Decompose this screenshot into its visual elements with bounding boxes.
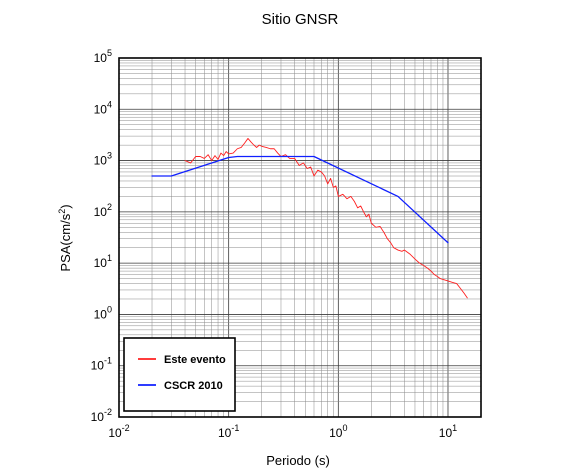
y-axis-label-main: PSA(cm/s	[58, 213, 73, 271]
series-group	[151, 137, 468, 299]
chart-title: Sitio GNSR	[262, 11, 339, 28]
grid	[118, 57, 482, 418]
y-tick-label: 101	[94, 253, 112, 270]
legend-box	[123, 337, 236, 412]
plot-frame	[118, 57, 482, 418]
x-tick-labels: 10-2 10-1 100 101	[108, 423, 457, 440]
x-tick-label: 10-2	[108, 423, 129, 440]
y-tick-label: 105	[94, 48, 112, 65]
x-axis-label: Periodo (s)	[266, 453, 330, 468]
legend: Este evento CSCR 2010	[123, 337, 236, 412]
y-tick-labels: 10-2 10-1 100 101 102 103 104 105	[91, 48, 112, 424]
y-axis-label-sup: 2	[57, 209, 67, 214]
series-line-cscr-2010	[151, 155, 449, 244]
x-tick-label: 10-1	[218, 423, 239, 440]
legend-label-este-evento: Este evento	[164, 354, 226, 366]
y-tick-label: 10-1	[91, 356, 112, 373]
y-tick-label: 104	[94, 99, 112, 116]
y-tick-label: 100	[94, 304, 112, 321]
x-tick-label: 101	[439, 423, 457, 440]
series-line-este-evento	[184, 137, 468, 299]
y-tick-label: 10-2	[91, 407, 112, 424]
y-axis-label: PSA(cm/s2)	[57, 204, 73, 271]
y-tick-label: 102	[94, 202, 112, 219]
x-tick-label: 100	[329, 423, 347, 440]
y-tick-label: 103	[94, 151, 112, 168]
legend-label-cscr-2010: CSCR 2010	[164, 380, 223, 392]
y-axis-label-close: )	[58, 204, 73, 208]
